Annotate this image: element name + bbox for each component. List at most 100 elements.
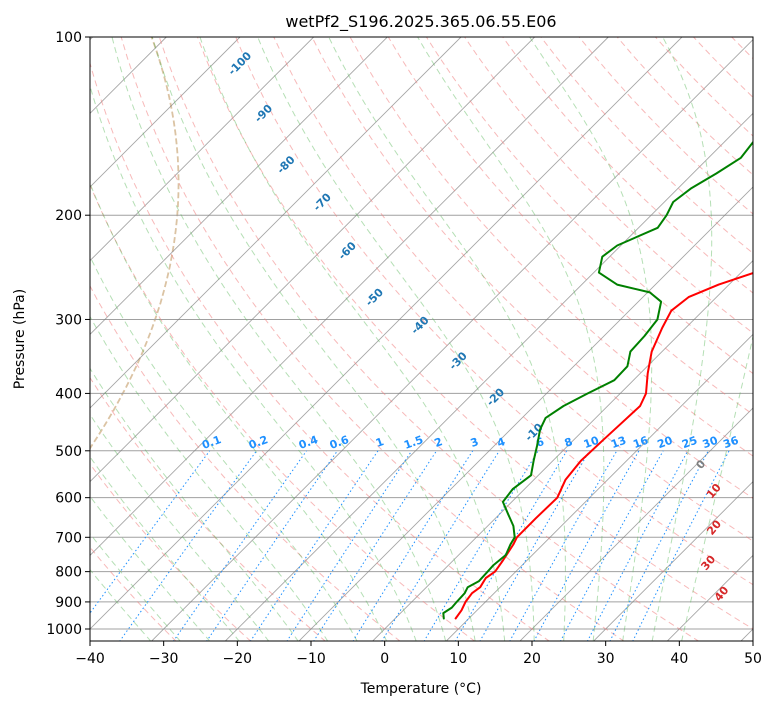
moist-adiabat-line-1	[90, 532, 181, 641]
isotherm-line-8	[90, 37, 388, 335]
mixing-ratio-label-10: 8	[563, 435, 575, 450]
dry-adiabat-line-12	[349, 37, 753, 457]
mixing-ratio-label-4: 1	[374, 435, 386, 450]
isotherm-line-16	[372, 260, 753, 641]
dry-adiabat-line-8	[197, 37, 753, 630]
isotherm-line-6	[90, 37, 241, 188]
moist-adiabat-line-10	[111, 37, 447, 641]
y-tick-label-2: 300	[55, 312, 82, 328]
temperature-profile-line	[454, 271, 753, 620]
y-tick-label-8: 900	[55, 595, 82, 611]
series-layer	[442, 140, 753, 620]
isotherm-line-19	[593, 481, 753, 641]
mixing-ratio-line-1	[119, 450, 258, 641]
mixing-ratio-label-15: 25	[680, 434, 699, 451]
x-tick-label-3: −10	[296, 651, 326, 667]
x-axis-label: Temperature (°C)	[360, 681, 482, 697]
dry-adiabat-line-15	[464, 37, 753, 334]
isotherm-line-14	[224, 112, 753, 641]
y-tick-label-1: 200	[55, 208, 82, 224]
dry-adiabat-line-6	[120, 37, 625, 641]
mixing-ratio-line-14	[559, 450, 664, 641]
mixing-ratio-line-10	[454, 450, 568, 641]
moist-adiabat-line-12	[199, 37, 506, 641]
x-tick-label-9: 50	[744, 651, 762, 667]
dry-adiabat-line-3	[90, 284, 401, 641]
y-tick-label-4: 500	[55, 444, 82, 460]
x-tick-label-1: −30	[149, 651, 179, 667]
moist-adiabat-line-9	[90, 84, 417, 641]
moist-adiabat-line-7	[90, 255, 358, 641]
mixing-ratio-label-7: 3	[469, 435, 481, 450]
y-axis: 100 200 300 400 500 600 700 800 900 1000	[46, 30, 90, 638]
mixing-ratio-label-1: 0.2	[247, 433, 270, 452]
mixing-ratio-label-16: 30	[701, 434, 720, 452]
moist-adiabat-line-4	[90, 413, 270, 641]
y-tick-label-7: 800	[55, 565, 82, 581]
isotherm-line-18	[519, 407, 753, 641]
y-tick-label-5: 600	[55, 491, 82, 507]
dry-adiabat-line-18	[578, 37, 753, 215]
moist-adiabat-line-16	[529, 37, 653, 641]
dry-adiabat-line-19	[616, 37, 753, 176]
dry-adiabat-line-5	[90, 61, 550, 641]
mixing-ratio-line-13	[533, 450, 640, 641]
y-tick-label-0: 100	[55, 30, 82, 46]
dry-adiabat-line-13	[387, 37, 753, 416]
x-tick-label-4: 0	[380, 651, 389, 667]
x-tick-label-2: −20	[223, 651, 253, 667]
mixing-ratio-line-12	[509, 450, 618, 641]
moist-adiabat-line-6	[90, 315, 329, 641]
mixing-ratio-label-5: 1.5	[402, 433, 425, 452]
mixing-ratio-line-8	[381, 450, 500, 641]
mixing-ratio-line-3	[206, 450, 338, 641]
moist-adiabat-line-5	[90, 367, 299, 641]
chart-title: wetPf2_S196.2025.365.06.55.E06	[285, 12, 556, 32]
mixing-ratio-layer	[90, 450, 730, 641]
moist-adiabat-line-15	[417, 37, 605, 641]
moist-adiabat-line-17	[651, 37, 713, 641]
isotherm-line-13	[151, 39, 753, 641]
x-tick-label-5: 10	[449, 651, 467, 667]
dry-adiabat-line-9	[235, 37, 753, 586]
plot-frame	[89, 36, 754, 642]
mixing-ratio-line-11	[479, 450, 590, 641]
isotherm-line-17	[445, 333, 753, 641]
mixing-ratio-label-14: 20	[656, 434, 675, 452]
moist-adiabat-line-2	[90, 495, 211, 641]
x-tick-label-8: 40	[670, 651, 688, 667]
mixing-ratio-label-2: 0.4	[297, 433, 320, 452]
mixing-ratio-label-0: 0.1	[200, 433, 223, 452]
moist-adiabat-line-3	[90, 456, 240, 641]
dry-adiabat-line-1	[90, 463, 252, 641]
isotherm-line-12	[90, 37, 683, 630]
moist-adiabat-line-14	[328, 37, 566, 641]
mixing-ratio-label-6: 2	[433, 435, 445, 450]
mixing-ratio-line-6	[313, 450, 438, 641]
y-tick-label-6: 700	[55, 530, 82, 546]
moist-adiabat-line-13	[257, 37, 535, 641]
mixing-ratio-line-9	[423, 450, 539, 641]
y-tick-label-3: 400	[55, 386, 82, 402]
moist-adiabat-line-18	[681, 334, 753, 641]
x-tick-label-7: 30	[597, 651, 615, 667]
x-tick-label-0: −40	[75, 651, 105, 667]
y-tick-label-9: 1000	[46, 622, 82, 638]
mixing-ratio-line-0	[90, 450, 211, 614]
mixing-ratio-label-3: 0.6	[328, 433, 351, 452]
x-tick-label-6: 20	[523, 651, 541, 667]
dry-adiabat-line-7	[158, 37, 700, 641]
dewpoint-profile-line	[442, 140, 753, 620]
dry-adiabat-line-11	[311, 37, 753, 499]
mixing-ratio-label-17: 36	[721, 434, 740, 452]
isotherm-line-7	[90, 37, 314, 262]
isotherm-line-9	[90, 37, 462, 409]
mixing-ratio-label-13: 16	[631, 434, 650, 452]
mixing-ratio-line-2	[172, 450, 308, 641]
mixing-ratio-line-7	[352, 450, 474, 641]
x-axis: −40 −30 −20 −10 0 10 20 30 40 50	[75, 641, 762, 667]
isotherm-line-10	[90, 37, 535, 483]
moist-adiabat-line-0	[90, 568, 152, 641]
dry-adiabat-line-16	[502, 37, 753, 294]
